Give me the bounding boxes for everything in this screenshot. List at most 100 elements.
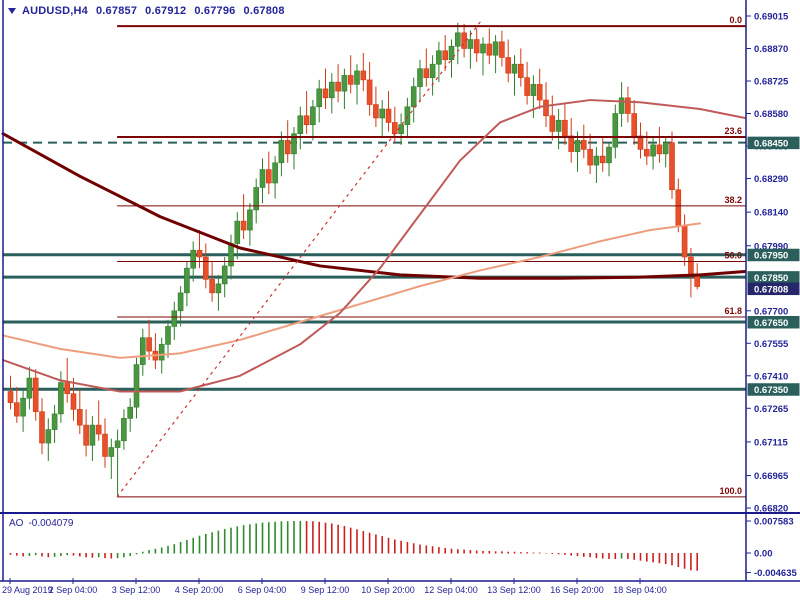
candle[interactable]: [278, 140, 285, 164]
candle[interactable]: [272, 162, 278, 184]
candle[interactable]: [95, 424, 102, 435]
candle[interactable]: [429, 63, 436, 78]
candle[interactable]: [203, 256, 209, 280]
candle[interactable]: [146, 337, 152, 352]
candle[interactable]: [442, 50, 449, 61]
candle[interactable]: [637, 135, 644, 150]
candle[interactable]: [404, 106, 411, 126]
candle[interactable]: [593, 155, 600, 166]
candle[interactable]: [643, 149, 650, 157]
candle[interactable]: [215, 283, 222, 294]
candle[interactable]: [184, 267, 190, 294]
candle[interactable]: [347, 75, 354, 85]
candle[interactable]: [70, 393, 77, 410]
candle[interactable]: [694, 275, 701, 287]
candle[interactable]: [158, 344, 165, 361]
candle[interactable]: [259, 169, 266, 188]
candle[interactable]: [121, 418, 127, 442]
candle[interactable]: [265, 169, 272, 184]
candle[interactable]: [473, 39, 480, 54]
candle[interactable]: [669, 142, 675, 191]
candle[interactable]: [410, 86, 417, 108]
candle[interactable]: [228, 243, 234, 267]
candle[interactable]: [499, 41, 505, 58]
candle[interactable]: [650, 144, 656, 157]
candle[interactable]: [328, 81, 335, 99]
candle[interactable]: [549, 115, 556, 132]
candle[interactable]: [234, 220, 241, 244]
candle[interactable]: [391, 122, 398, 134]
candle[interactable]: [171, 310, 178, 327]
candle[interactable]: [335, 81, 341, 92]
candle[interactable]: [32, 377, 39, 412]
candle[interactable]: [511, 63, 518, 74]
candle[interactable]: [14, 402, 20, 417]
candle[interactable]: [253, 187, 259, 211]
candle[interactable]: [681, 225, 688, 258]
candle[interactable]: [133, 364, 140, 408]
candle[interactable]: [688, 256, 694, 276]
candle[interactable]: [606, 146, 612, 164]
candle[interactable]: [543, 99, 549, 117]
candle[interactable]: [39, 411, 45, 444]
candle[interactable]: [297, 115, 304, 134]
candle[interactable]: [89, 424, 96, 446]
candle[interactable]: [562, 119, 568, 137]
candle[interactable]: [322, 88, 329, 99]
candle[interactable]: [675, 189, 682, 226]
candle[interactable]: [51, 413, 58, 430]
candle[interactable]: [209, 279, 215, 294]
candle[interactable]: [467, 39, 474, 49]
candle[interactable]: [291, 133, 297, 155]
candle[interactable]: [247, 209, 253, 231]
candle[interactable]: [423, 68, 430, 78]
candle[interactable]: [398, 124, 404, 134]
candle[interactable]: [284, 140, 291, 155]
candle[interactable]: [108, 447, 115, 457]
candle[interactable]: [360, 70, 367, 81]
candle[interactable]: [303, 115, 310, 126]
candle[interactable]: [354, 70, 360, 85]
candle[interactable]: [127, 406, 133, 419]
candle[interactable]: [45, 429, 52, 444]
candle[interactable]: [492, 41, 499, 56]
candle[interactable]: [373, 104, 379, 119]
candle[interactable]: [505, 57, 512, 74]
candle[interactable]: [517, 63, 524, 78]
candle[interactable]: [20, 397, 26, 417]
candle[interactable]: [480, 43, 486, 54]
candle[interactable]: [64, 382, 70, 395]
candle[interactable]: [618, 97, 625, 114]
candle[interactable]: [83, 424, 89, 446]
candle[interactable]: [240, 220, 247, 231]
candle[interactable]: [536, 84, 543, 101]
symbol-dropdown-icon[interactable]: [8, 8, 16, 14]
candle[interactable]: [656, 144, 663, 155]
candle[interactable]: [310, 106, 316, 126]
candle[interactable]: [114, 440, 121, 448]
candle[interactable]: [341, 75, 348, 92]
candle[interactable]: [587, 149, 593, 166]
candle[interactable]: [555, 119, 562, 132]
candle[interactable]: [26, 377, 33, 399]
candle[interactable]: [436, 50, 442, 65]
candle[interactable]: [568, 135, 575, 152]
candle[interactable]: [316, 88, 323, 108]
candle[interactable]: [417, 68, 423, 87]
candle[interactable]: [486, 43, 493, 56]
candle[interactable]: [599, 155, 606, 164]
candle[interactable]: [662, 142, 669, 155]
candle[interactable]: [379, 108, 386, 119]
candle[interactable]: [366, 79, 373, 105]
candle[interactable]: [58, 382, 64, 415]
candle[interactable]: [196, 249, 203, 258]
candle[interactable]: [385, 108, 392, 123]
candle[interactable]: [102, 433, 108, 457]
candle[interactable]: [7, 391, 14, 403]
candle[interactable]: [631, 113, 638, 137]
candle[interactable]: [177, 292, 184, 312]
candle[interactable]: [448, 45, 455, 61]
candle[interactable]: [190, 249, 196, 269]
candle[interactable]: [612, 113, 619, 148]
candle[interactable]: [530, 84, 537, 96]
